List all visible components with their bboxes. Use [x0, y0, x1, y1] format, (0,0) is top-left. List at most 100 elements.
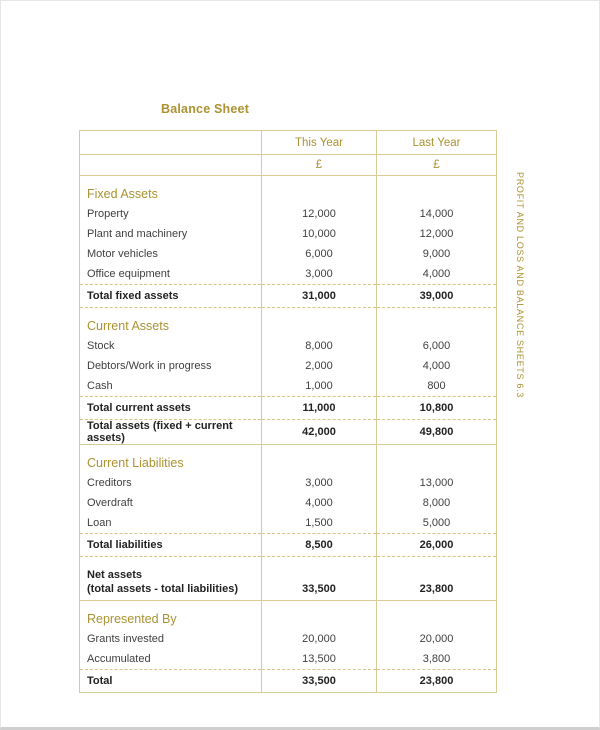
empty-cell: [261, 600, 377, 629]
row-label: Total liabilities: [79, 533, 262, 557]
table-row: Loan 1,500 5,000: [79, 513, 497, 534]
last-year-value: 20,000: [376, 629, 497, 649]
total-row-current-assets: Total current assets 11,000 10,800: [79, 396, 497, 420]
empty-cell: [261, 444, 377, 473]
this-year-value: 13,500: [261, 649, 377, 670]
last-year-value: 26,000: [376, 533, 497, 557]
this-year-value: 11,000: [261, 396, 377, 420]
this-year-value: 6,000: [261, 244, 377, 264]
section-heading: Current Liabilities: [79, 444, 262, 473]
last-year-value: 10,800: [376, 396, 497, 420]
currency-header-row: £ £: [79, 154, 497, 176]
row-label: Total fixed assets: [79, 284, 262, 308]
table-row: Creditors 3,000 13,000: [79, 473, 497, 493]
last-year-value: 4,000: [376, 264, 497, 285]
this-year-value: 3,000: [261, 264, 377, 285]
section-row-current-liabilities: Current Liabilities: [79, 444, 497, 473]
table-row: Plant and machinery 10,000 12,000: [79, 224, 497, 244]
section-row-current-assets: Current Assets: [79, 307, 497, 336]
header-empty-cell: [79, 130, 262, 155]
table-header-row: This Year Last Year: [79, 130, 497, 155]
last-year-value: 39,000: [376, 284, 497, 308]
column-header-last-year: Last Year: [376, 130, 497, 155]
table-row: Stock 8,000 6,000: [79, 336, 497, 356]
last-year-value: 800: [376, 376, 497, 397]
section-heading: Current Assets: [79, 307, 262, 336]
sidebar-vertical-label: PROFIT AND LOSS AND BALANCE SHEETS 6.3: [515, 172, 525, 398]
total-row-fixed-assets: Total fixed assets 31,000 39,000: [79, 284, 497, 308]
balance-sheet-table: This Year Last Year £ £ Fixed Assets Pro…: [79, 130, 497, 693]
row-label: Overdraft: [79, 493, 262, 513]
this-year-value: 2,000: [261, 356, 377, 376]
column-header-this-year: This Year: [261, 130, 377, 155]
last-year-value: 13,000: [376, 473, 497, 493]
row-label: Debtors/Work in progress: [79, 356, 262, 376]
page-title: Balance Sheet: [161, 102, 250, 116]
table-row: Debtors/Work in progress 2,000 4,000: [79, 356, 497, 376]
row-label: Property: [79, 204, 262, 224]
this-year-value: 33,500: [261, 669, 377, 693]
last-year-value: 5,000: [376, 513, 497, 534]
table-row: Property 12,000 14,000: [79, 204, 497, 224]
this-year-value: 8,000: [261, 336, 377, 356]
this-year-value: 1,000: [261, 376, 377, 397]
this-year-value: 20,000: [261, 629, 377, 649]
empty-cell: [261, 175, 377, 204]
net-assets-label: Net assets: [87, 569, 143, 581]
table-row: Accumulated 13,500 3,800: [79, 649, 497, 670]
total-row-represented-by: Total 33,500 23,800: [79, 669, 497, 693]
this-year-value: 10,000: [261, 224, 377, 244]
currency-symbol: £: [376, 154, 497, 176]
this-year-value: 42,000: [261, 419, 377, 445]
currency-empty-cell: [79, 154, 262, 176]
row-label: Net assets (total assets - total liabili…: [79, 556, 262, 601]
row-label: Total current assets: [79, 396, 262, 420]
row-label: Loan: [79, 513, 262, 534]
empty-cell: [376, 600, 497, 629]
last-year-value: 3,800: [376, 649, 497, 670]
last-year-value: 9,000: [376, 244, 497, 264]
empty-cell: [261, 307, 377, 336]
this-year-value: 4,000: [261, 493, 377, 513]
empty-cell: [376, 175, 497, 204]
total-row-total-assets: Total assets (fixed + current assets) 42…: [79, 419, 497, 445]
empty-cell: [376, 444, 497, 473]
this-year-value: 3,000: [261, 473, 377, 493]
table-row: Grants invested 20,000 20,000: [79, 629, 497, 649]
last-year-value: 12,000: [376, 224, 497, 244]
last-year-value: 49,800: [376, 419, 497, 445]
row-label: Total: [79, 669, 262, 693]
last-year-value: 23,800: [376, 556, 497, 601]
table-row: Cash 1,000 800: [79, 376, 497, 397]
table-row: Motor vehicles 6,000 9,000: [79, 244, 497, 264]
last-year-value: 6,000: [376, 336, 497, 356]
net-assets-sublabel: (total assets - total liabilities): [87, 583, 238, 595]
section-heading: Fixed Assets: [79, 175, 262, 204]
last-year-value: 14,000: [376, 204, 497, 224]
this-year-value: 12,000: [261, 204, 377, 224]
row-label: Motor vehicles: [79, 244, 262, 264]
this-year-value: 8,500: [261, 533, 377, 557]
last-year-value: 23,800: [376, 669, 497, 693]
currency-symbol: £: [261, 154, 377, 176]
row-label: Creditors: [79, 473, 262, 493]
section-row-fixed-assets: Fixed Assets: [79, 175, 497, 204]
empty-cell: [376, 307, 497, 336]
section-row-represented-by: Represented By: [79, 600, 497, 629]
row-label: Grants invested: [79, 629, 262, 649]
row-label: Total assets (fixed + current assets): [79, 419, 262, 445]
this-year-value: 33,500: [261, 556, 377, 601]
row-label: Stock: [79, 336, 262, 356]
this-year-value: 31,000: [261, 284, 377, 308]
total-row-liabilities: Total liabilities 8,500 26,000: [79, 533, 497, 557]
section-heading: Represented By: [79, 600, 262, 629]
table-row: Office equipment 3,000 4,000: [79, 264, 497, 285]
this-year-value: 1,500: [261, 513, 377, 534]
row-label: Accumulated: [79, 649, 262, 670]
row-label: Plant and machinery: [79, 224, 262, 244]
row-label: Cash: [79, 376, 262, 397]
last-year-value: 4,000: [376, 356, 497, 376]
table-row: Overdraft 4,000 8,000: [79, 493, 497, 513]
last-year-value: 8,000: [376, 493, 497, 513]
